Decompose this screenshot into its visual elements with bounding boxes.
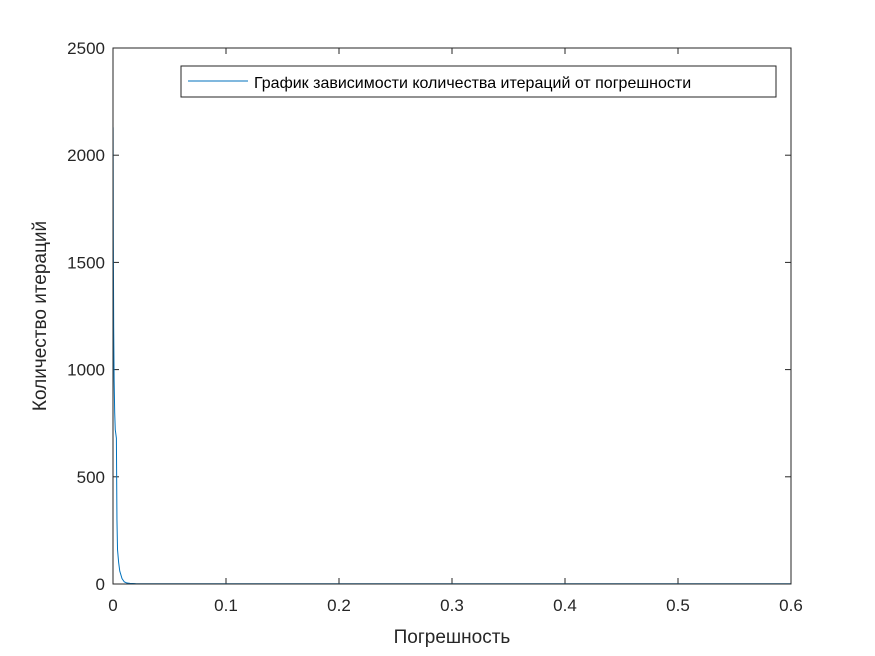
legend-entry-label: График зависимости количества итераций о… [254,75,691,92]
x-axis-ticks: 0 0.1 0.2 0.3 0.4 0.5 0.6 [108,48,803,615]
plot-frame [112,47,792,585]
y-tick-label: 2000 [67,146,105,165]
x-tick-label: 0.6 [779,596,803,615]
y-tick-label: 2500 [67,39,105,58]
legend-box [180,65,777,98]
y-tick-label: 500 [77,468,105,487]
y-tick-label: 0 [96,575,105,594]
legend: График зависимости количества итераций о… [180,65,777,98]
y-axis-ticks: 0 500 1000 1500 2000 2500 [67,39,791,594]
x-tick-label: 0 [108,596,117,615]
x-tick-label: 0.1 [214,596,238,615]
x-tick-label: 0.5 [666,596,690,615]
x-axis-label: Погрешность [394,627,511,648]
x-tick-label: 0.4 [553,596,577,615]
x-tick-label: 0.2 [327,596,351,615]
y-axis-label: Количество итераций [30,221,51,411]
y-tick-label: 1500 [67,253,105,272]
x-tick-label: 0.3 [440,596,464,615]
plot-area [113,48,791,584]
y-tick-label: 1000 [67,361,105,380]
